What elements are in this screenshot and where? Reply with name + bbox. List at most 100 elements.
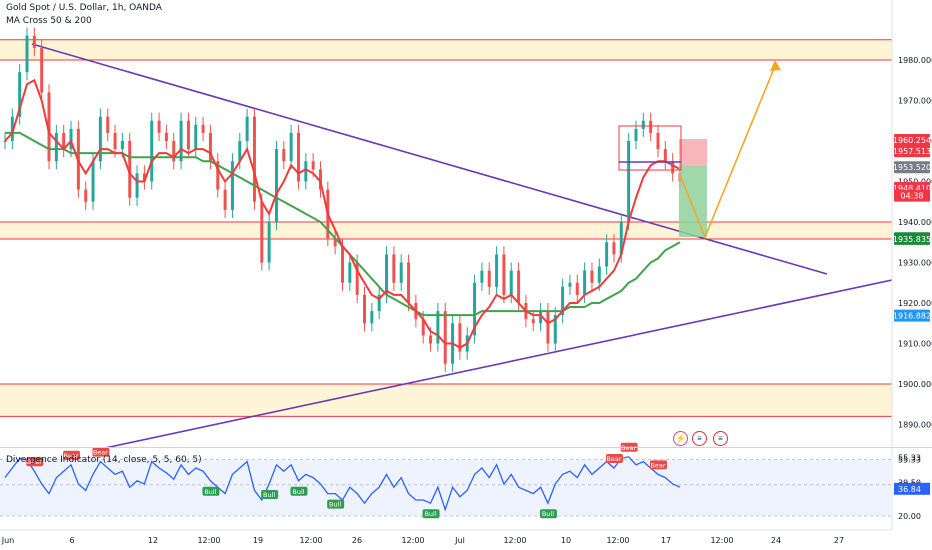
price-body xyxy=(47,92,51,162)
price-label-badge[interactable] xyxy=(894,232,930,245)
price-body xyxy=(216,161,220,190)
y-tick-label: 1970.000 xyxy=(898,97,932,106)
price-label-text: 1957.513 xyxy=(893,147,931,156)
indicator-legend[interactable]: MA Cross 50 & 200 xyxy=(6,16,92,26)
price-body xyxy=(656,132,660,150)
x-tick-label: 24 xyxy=(771,536,781,545)
price-body xyxy=(318,169,322,190)
bear-signal[interactable] xyxy=(605,454,623,463)
bull-signal[interactable] xyxy=(290,486,308,496)
y-tick-label: 1900.000 xyxy=(898,380,932,389)
price-body xyxy=(546,311,550,344)
us-flag-icon[interactable]: ≡ xyxy=(692,431,707,446)
price-body xyxy=(575,282,579,295)
pane-separator[interactable] xyxy=(0,447,932,448)
stop-loss-zone[interactable] xyxy=(679,139,707,166)
price-label-badge[interactable] xyxy=(894,161,930,174)
bull-signal[interactable] xyxy=(261,490,279,499)
bull-signal[interactable] xyxy=(539,509,557,519)
bear-signal[interactable] xyxy=(63,450,81,460)
price-body xyxy=(260,201,264,263)
price-body xyxy=(531,319,535,324)
bear-signal[interactable] xyxy=(649,460,667,470)
lightning-icon[interactable]: ⚡ xyxy=(673,431,688,446)
price-body xyxy=(355,262,359,295)
price-body xyxy=(363,294,367,324)
price-body xyxy=(663,149,667,162)
price-body xyxy=(25,35,29,73)
osc-tick-label: 55.33 xyxy=(898,455,921,464)
bear-signal[interactable] xyxy=(92,447,110,457)
take-profit-zone[interactable] xyxy=(679,166,707,237)
bear-signal[interactable] xyxy=(26,457,44,467)
oscillator-legend[interactable]: Divergence Indicator (14, close, 5, 5, 6… xyxy=(6,455,202,465)
price-body xyxy=(443,311,447,364)
y-tick-label: 1980.000 xyxy=(898,56,932,65)
lower-trendline[interactable] xyxy=(104,279,893,449)
price-label-badge[interactable] xyxy=(894,309,930,322)
price-series xyxy=(3,27,682,372)
signal-label: Bull xyxy=(542,510,554,518)
price-body xyxy=(495,254,499,287)
bull-signal[interactable] xyxy=(202,486,220,496)
price-body xyxy=(370,311,374,324)
price-body xyxy=(517,270,521,303)
price-axis[interactable]: 1980.0001970.0001960.0001950.0001940.000… xyxy=(891,0,932,530)
x-tick-label: 19 xyxy=(253,536,263,545)
signal-label: Bear xyxy=(93,449,108,457)
signal-label: Bear xyxy=(63,452,78,460)
ma50-line[interactable] xyxy=(4,78,681,349)
price-label-badge[interactable] xyxy=(894,189,930,202)
y-tick-label: 1910.000 xyxy=(898,340,932,349)
price-body xyxy=(62,132,66,150)
us-flag-icon-2[interactable]: ≡ xyxy=(713,431,728,446)
projection-path[interactable] xyxy=(679,60,781,240)
projection-line[interactable] xyxy=(679,65,776,240)
osc-current-badge xyxy=(894,482,930,495)
price-body xyxy=(311,161,315,170)
consolidation-box[interactable] xyxy=(618,125,682,171)
price-body xyxy=(296,132,300,182)
price-body xyxy=(245,116,249,141)
price-body xyxy=(480,270,484,283)
y-tick-label: 1940.000 xyxy=(898,218,932,227)
price-label-text: 1935.835 xyxy=(893,235,931,244)
projection-arrowhead xyxy=(770,60,781,71)
price-label-text: 1948.410 xyxy=(893,184,931,193)
price-body xyxy=(186,120,190,150)
x-tick-label: 17 xyxy=(661,536,671,545)
price-body xyxy=(473,282,477,336)
x-tick-label: 12:00 xyxy=(606,536,629,545)
x-tick-label: 12:00 xyxy=(299,536,322,545)
price-body xyxy=(172,141,176,162)
price-body xyxy=(568,282,572,287)
price-body xyxy=(252,116,256,202)
bull-signal[interactable] xyxy=(327,499,345,509)
time-axis[interactable]: Jun 6 12 12:00 19 12:00 26 12:00 Jul 12:00 10 12:00… xyxy=(0,529,892,545)
price-body xyxy=(32,35,36,48)
x-tick-label: 27 xyxy=(834,536,844,545)
price-body xyxy=(135,173,139,198)
osc-tick-label: 36.84 xyxy=(898,485,921,494)
price-label-badge[interactable] xyxy=(894,133,930,146)
osc-tick-label: 55.33 xyxy=(898,454,921,463)
price-body xyxy=(458,323,462,352)
price-body xyxy=(407,262,411,303)
position-tool[interactable] xyxy=(618,125,707,237)
price-label-badge[interactable] xyxy=(894,145,930,158)
price-body xyxy=(223,189,227,210)
price-body xyxy=(274,149,278,222)
price-body xyxy=(208,132,212,162)
osc-tick-label: 20.00 xyxy=(898,512,921,521)
signal-label: Bull xyxy=(263,491,275,499)
price-body xyxy=(69,128,73,150)
signal-label: Bull xyxy=(329,501,341,509)
price-body xyxy=(238,141,242,162)
price-body xyxy=(194,124,198,150)
bull-signal[interactable] xyxy=(422,509,440,519)
price-body xyxy=(597,266,601,283)
price-body xyxy=(10,116,14,141)
signal-label: Bear xyxy=(27,458,42,466)
